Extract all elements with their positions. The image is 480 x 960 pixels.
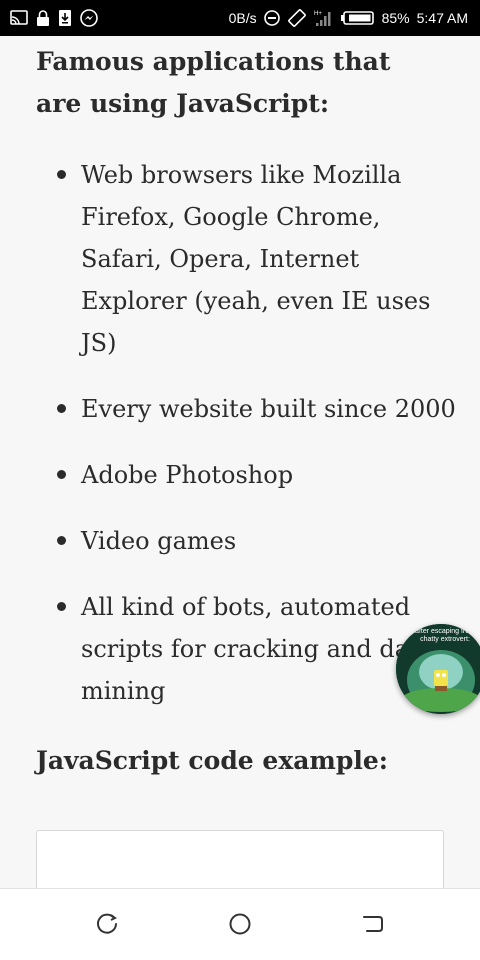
do-not-disturb-icon bbox=[263, 10, 280, 26]
screen-rotation-icon bbox=[287, 8, 307, 28]
messenger-icon bbox=[80, 9, 98, 27]
lock-icon bbox=[36, 10, 50, 26]
home-button[interactable] bbox=[227, 911, 253, 937]
status-bar: 0B/s H+ 85% 5:47 AM bbox=[0, 0, 480, 36]
apps-heading: Famous applications that are using JavaS… bbox=[36, 47, 391, 118]
bubble-caption: after escaping from chatty extrovert: bbox=[415, 628, 475, 643]
code-block bbox=[36, 830, 444, 888]
list-item: All kind of bots, automated scripts for … bbox=[36, 586, 456, 712]
recents-button[interactable] bbox=[94, 911, 120, 937]
network-speed: 0B/s bbox=[228, 10, 257, 26]
recents-icon bbox=[97, 913, 117, 934]
list-item: Adobe Photoshop bbox=[36, 454, 456, 496]
floating-bubble[interactable]: after escaping from chatty extrovert: bbox=[396, 624, 480, 714]
list-item: Every website built since 2000 bbox=[36, 388, 456, 430]
article-content: Famous applications that are using JavaS… bbox=[0, 36, 480, 888]
svg-text:H+: H+ bbox=[314, 11, 322, 17]
back-icon bbox=[363, 916, 383, 932]
navigation-bar bbox=[0, 888, 480, 960]
cast-icon bbox=[10, 10, 28, 26]
apps-list: Web browsers like Mozilla Firefox, Googl… bbox=[36, 154, 456, 736]
list-item: Web browsers like Mozilla Firefox, Googl… bbox=[36, 154, 456, 364]
signal-icon: H+ bbox=[314, 9, 334, 27]
status-bar-right: 0B/s H+ 85% 5:47 AM bbox=[229, 8, 468, 28]
battery-percent: 85% bbox=[381, 10, 410, 26]
battery-icon bbox=[340, 10, 375, 26]
bubble-image bbox=[396, 624, 480, 714]
status-bar-left bbox=[10, 9, 98, 27]
list-item: Video games bbox=[36, 520, 456, 562]
home-icon bbox=[229, 913, 251, 935]
download-icon bbox=[58, 9, 72, 27]
clock: 5:47 AM bbox=[416, 10, 468, 26]
code-example-heading: JavaScript code example: bbox=[36, 746, 388, 775]
back-button[interactable] bbox=[360, 911, 386, 937]
